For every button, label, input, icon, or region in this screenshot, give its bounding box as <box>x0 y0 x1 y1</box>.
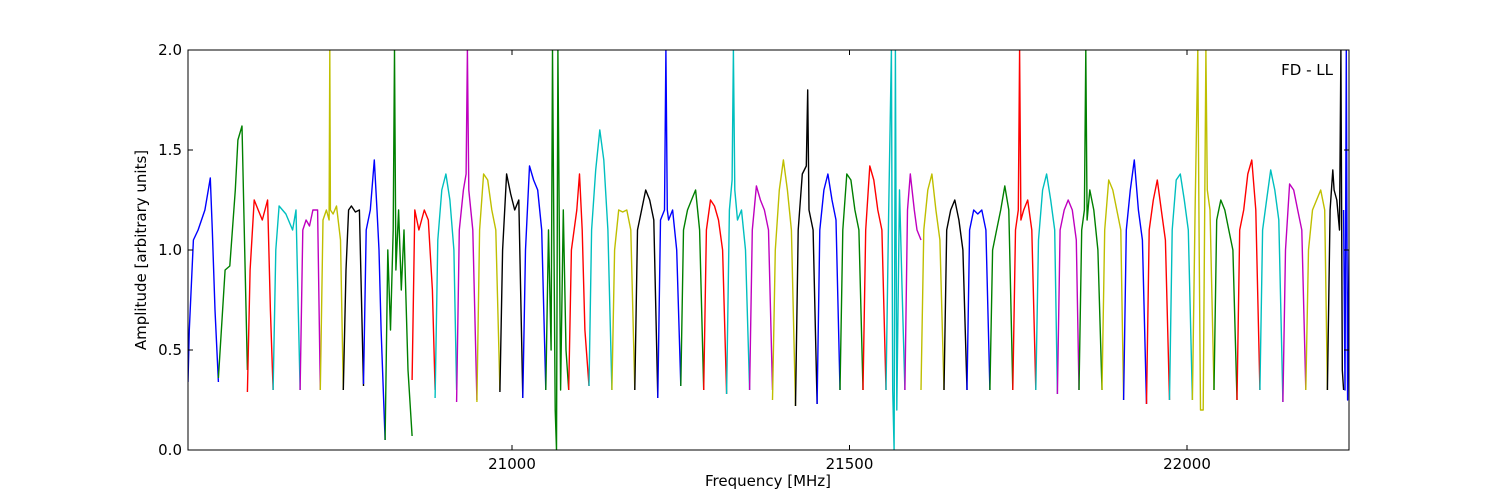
tick-layer: 21000 21500 22000 0.0 0.5 1.0 1.5 2.0 <box>158 41 1349 473</box>
series-line-29 <box>862 165 887 391</box>
x-tick-label: 21500 <box>826 455 874 473</box>
series-line-0 <box>188 177 220 383</box>
series-line-6 <box>342 205 365 391</box>
series-line-37 <box>1035 173 1059 395</box>
series-line-41 <box>1122 159 1148 405</box>
series-line-11 <box>455 50 478 403</box>
series-line-14 <box>522 165 547 399</box>
series-line-9 <box>411 209 436 391</box>
series-line-34 <box>966 209 991 391</box>
series-line-51 <box>1342 50 1349 401</box>
series-line-46 <box>1236 159 1261 401</box>
x-tick-label: 22000 <box>1163 455 1211 473</box>
series-line-47 <box>1259 169 1284 403</box>
series-line-3 <box>272 205 301 391</box>
series-line-35 <box>989 185 1014 391</box>
series-line-1 <box>217 125 249 379</box>
series-line-4 <box>299 209 321 391</box>
series-line-40 <box>1101 179 1125 401</box>
series-line-20 <box>657 50 682 399</box>
series-line-26 <box>794 89 818 407</box>
series-line-45 <box>1213 199 1238 401</box>
series-line-43 <box>1168 173 1194 401</box>
series-line-8 <box>384 50 413 441</box>
series-line-13 <box>499 173 524 399</box>
series-line-12 <box>476 173 501 403</box>
series-line-48 <box>1282 183 1307 403</box>
series-line-44 <box>1191 50 1215 411</box>
series-line-21 <box>680 189 705 391</box>
series-line-33 <box>943 199 968 391</box>
y-tick-label: 1.5 <box>158 141 182 159</box>
y-axis-label: Amplitude [arbitrary units] <box>132 150 150 350</box>
series-line-28 <box>839 173 864 391</box>
y-tick-label: 2.0 <box>158 41 182 59</box>
series-line-2 <box>246 199 274 393</box>
series-line-32 <box>920 173 945 391</box>
series-layer <box>188 50 1349 450</box>
series-line-19 <box>634 189 659 399</box>
series-line-38 <box>1056 199 1080 395</box>
series-line-30 <box>885 50 906 450</box>
series-line-16 <box>568 173 590 391</box>
series-line-42 <box>1145 179 1171 405</box>
series-line-49 <box>1305 189 1329 391</box>
series-line-18 <box>611 209 636 391</box>
x-tick-label: 21000 <box>488 455 536 473</box>
y-tick-label: 0.5 <box>158 341 182 359</box>
series-line-15 <box>545 50 570 450</box>
series-line-24 <box>748 185 774 391</box>
x-axis-label: Frequency [MHz] <box>705 472 831 490</box>
y-tick-label: 0.0 <box>158 441 182 459</box>
series-line-23 <box>725 50 751 395</box>
series-line-7 <box>362 159 386 441</box>
y-tick-label: 1.0 <box>158 241 182 259</box>
series-line-27 <box>816 173 841 405</box>
series-line-25 <box>771 159 797 407</box>
panel-annotation: FD - LL <box>1281 61 1333 79</box>
series-line-10 <box>434 173 458 399</box>
series-line-39 <box>1078 50 1103 391</box>
series-line-5 <box>319 50 344 391</box>
series-line-17 <box>588 129 613 391</box>
series-line-36 <box>1012 50 1037 391</box>
series-line-31 <box>904 173 922 391</box>
series-line-50 <box>1326 50 1345 391</box>
series-line-22 <box>703 199 728 395</box>
